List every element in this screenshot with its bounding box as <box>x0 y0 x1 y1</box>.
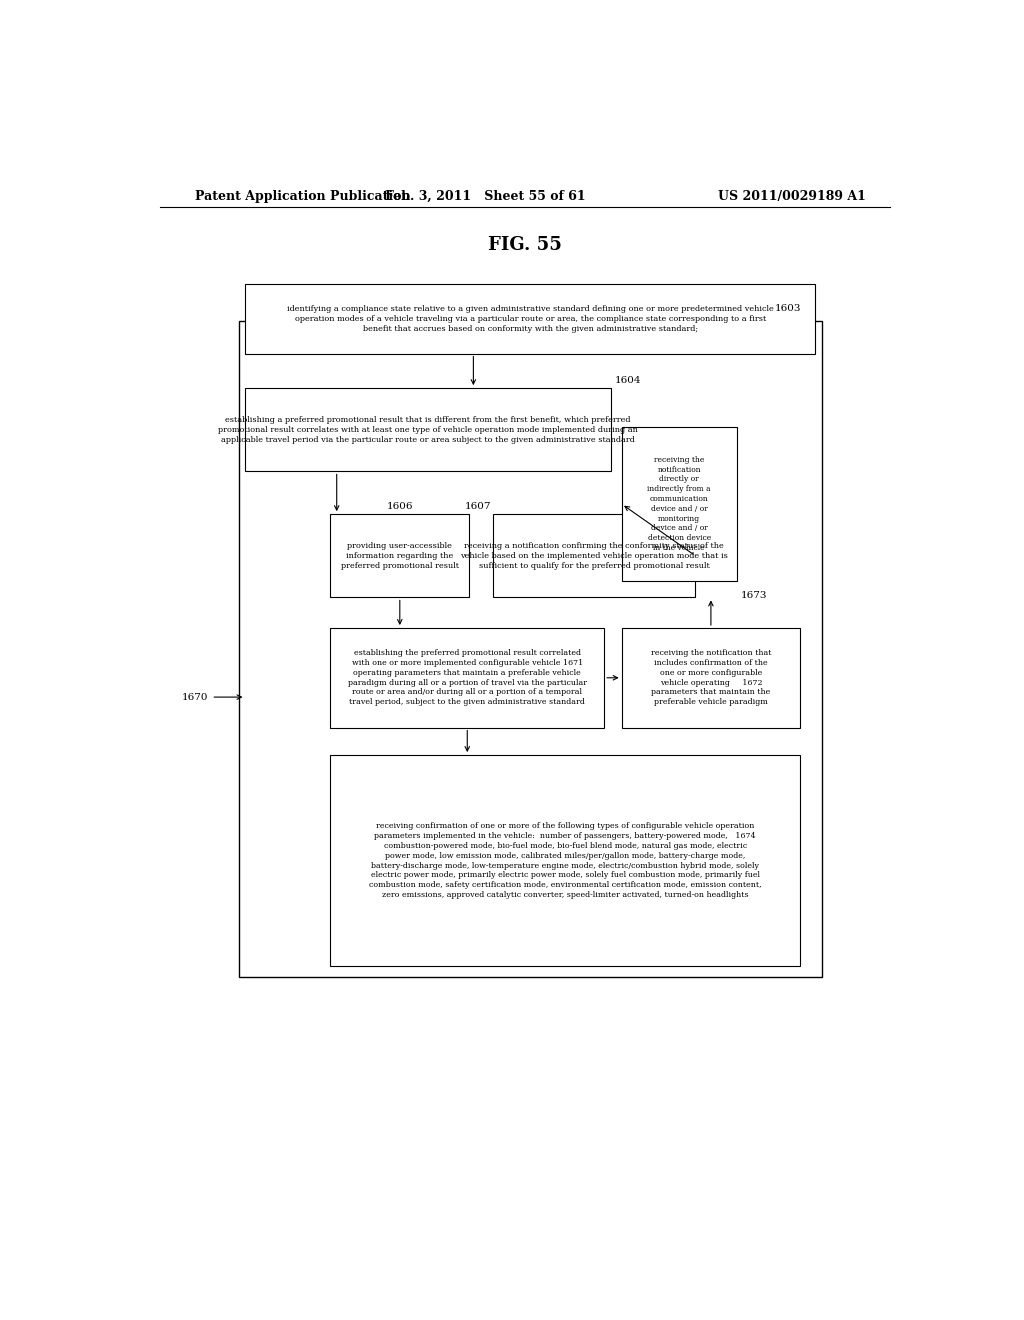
Bar <box>240 321 822 977</box>
Text: Feb. 3, 2011   Sheet 55 of 61: Feb. 3, 2011 Sheet 55 of 61 <box>385 190 586 202</box>
Bar <box>622 426 736 581</box>
Text: Patent Application Publication: Patent Application Publication <box>196 190 411 202</box>
Text: establishing the preferred promotional result correlated
with one or more implem: establishing the preferred promotional r… <box>348 649 587 706</box>
Bar <box>331 628 604 727</box>
Text: 1606: 1606 <box>386 502 413 511</box>
Text: 1604: 1604 <box>614 376 641 385</box>
Text: providing user-accessible
information regarding the
preferred promotional result: providing user-accessible information re… <box>341 543 459 570</box>
Text: FIG. 55: FIG. 55 <box>487 236 562 253</box>
Bar <box>246 388 610 471</box>
Text: US 2011/0029189 A1: US 2011/0029189 A1 <box>718 190 866 202</box>
Text: 1607: 1607 <box>465 502 492 511</box>
Text: 1670: 1670 <box>182 693 209 702</box>
Bar <box>246 284 815 354</box>
Text: receiving the
notification
directly or
indirectly from a
communication
device an: receiving the notification directly or i… <box>647 455 711 552</box>
Text: 1673: 1673 <box>740 591 767 601</box>
Bar <box>331 755 800 966</box>
Text: receiving a notification confirming the conformity status of the
vehicle based o: receiving a notification confirming the … <box>461 543 728 570</box>
Text: establishing a preferred promotional result that is different from the first ben: establishing a preferred promotional res… <box>218 416 638 444</box>
Text: receiving confirmation of one or more of the following types of configurable veh: receiving confirmation of one or more of… <box>369 822 762 899</box>
Text: identifying a compliance state relative to a given administrative standard defin: identifying a compliance state relative … <box>287 305 774 333</box>
Bar <box>331 515 469 598</box>
Bar <box>494 515 695 598</box>
Bar <box>622 628 800 727</box>
Text: 1603: 1603 <box>775 304 802 313</box>
Text: receiving the notification that
includes confirmation of the
one or more configu: receiving the notification that includes… <box>650 649 771 706</box>
